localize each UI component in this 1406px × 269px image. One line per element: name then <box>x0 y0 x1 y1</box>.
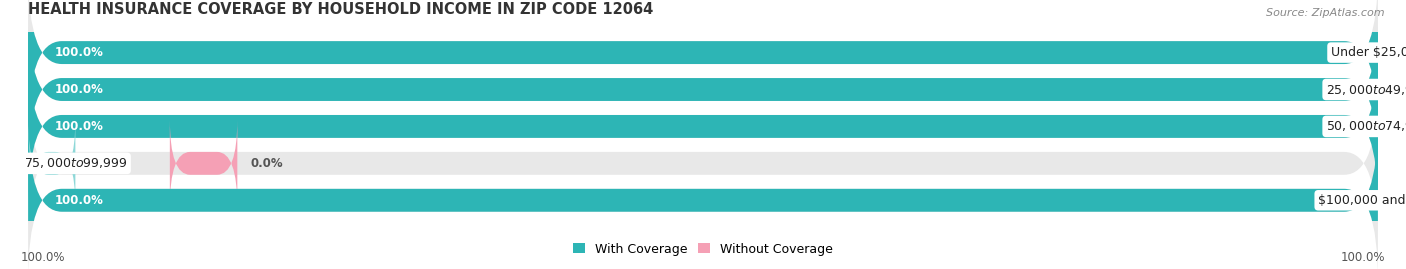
FancyBboxPatch shape <box>28 119 76 207</box>
FancyBboxPatch shape <box>170 119 238 207</box>
Legend: With Coverage, Without Coverage: With Coverage, Without Coverage <box>572 243 834 256</box>
FancyBboxPatch shape <box>28 45 1378 207</box>
Text: 0.0%: 0.0% <box>250 157 284 170</box>
Text: $100,000 and over: $100,000 and over <box>1319 194 1406 207</box>
FancyBboxPatch shape <box>28 9 1378 170</box>
FancyBboxPatch shape <box>28 45 1378 207</box>
Text: 100.0%: 100.0% <box>55 83 104 96</box>
FancyBboxPatch shape <box>28 0 1378 133</box>
FancyBboxPatch shape <box>28 9 1378 170</box>
FancyBboxPatch shape <box>28 119 1378 269</box>
Text: 100.0%: 100.0% <box>1340 251 1385 264</box>
Text: HEALTH INSURANCE COVERAGE BY HOUSEHOLD INCOME IN ZIP CODE 12064: HEALTH INSURANCE COVERAGE BY HOUSEHOLD I… <box>28 2 654 17</box>
Text: Source: ZipAtlas.com: Source: ZipAtlas.com <box>1267 8 1385 18</box>
Text: $25,000 to $49,999: $25,000 to $49,999 <box>1326 83 1406 97</box>
FancyBboxPatch shape <box>28 83 1378 244</box>
Text: $75,000 to $99,999: $75,000 to $99,999 <box>24 156 127 170</box>
FancyBboxPatch shape <box>28 0 1378 133</box>
Text: $50,000 to $74,999: $50,000 to $74,999 <box>1326 119 1406 133</box>
Text: 100.0%: 100.0% <box>55 194 104 207</box>
Text: Under $25,000: Under $25,000 <box>1331 46 1406 59</box>
Text: 100.0%: 100.0% <box>55 120 104 133</box>
Text: 100.0%: 100.0% <box>21 251 66 264</box>
Text: 100.0%: 100.0% <box>55 46 104 59</box>
FancyBboxPatch shape <box>28 119 1378 269</box>
